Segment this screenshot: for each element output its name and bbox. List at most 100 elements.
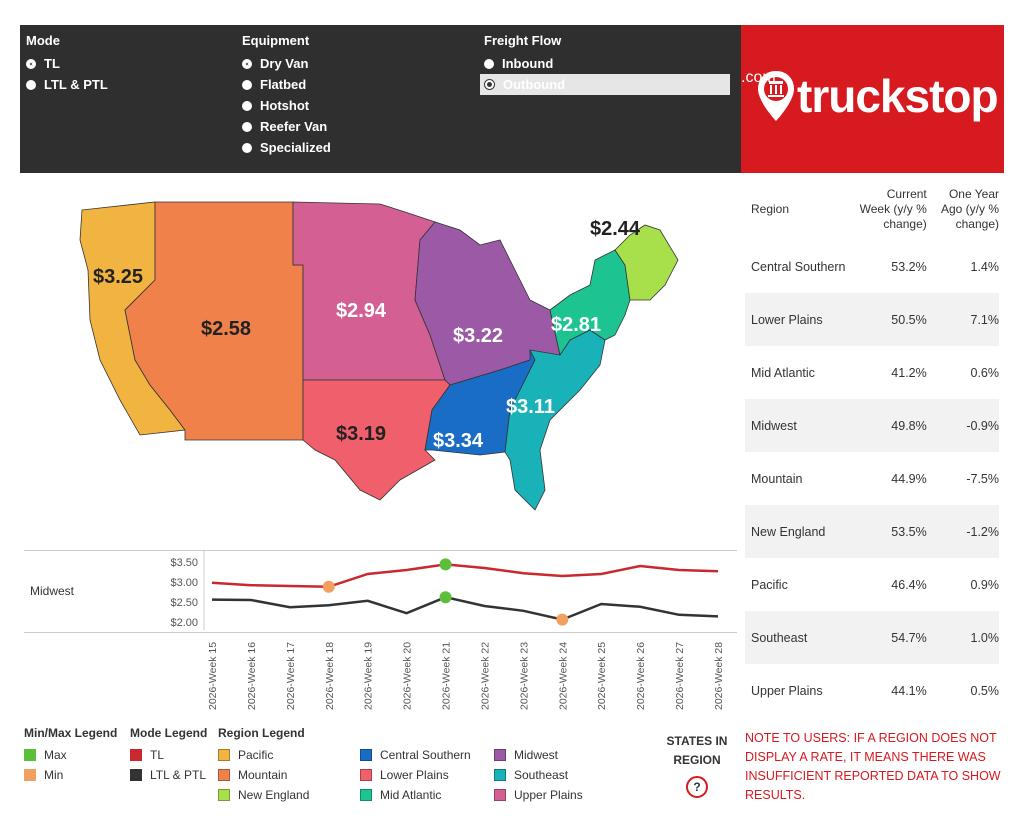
cell-one-year-ago: -1.2%: [966, 524, 999, 539]
trend-chart-frame: [24, 550, 737, 633]
cell-one-year-ago: -0.9%: [966, 418, 999, 433]
table-row[interactable]: Pacific 46.4% 0.9%: [745, 558, 999, 611]
x-tick-label: 2026-Week 25: [596, 642, 608, 710]
cell-region: Lower Plains: [751, 312, 823, 327]
cell-region: Southeast: [751, 630, 808, 645]
cell-region: Pacific: [751, 577, 788, 592]
y-tick-label: $3.50: [170, 557, 198, 569]
region-legend-title: Region Legend: [218, 726, 305, 740]
x-tick-label: 2026-Week 17: [285, 642, 297, 710]
table-row[interactable]: Central Southern 53.2% 1.4%: [745, 240, 999, 293]
cell-current-week: 46.4%: [891, 577, 927, 592]
x-tick-label: 2026-Week 19: [363, 642, 375, 710]
equipment-option-flatbed[interactable]: Flatbed: [242, 74, 331, 95]
series-line-tl[interactable]: [211, 563, 719, 589]
legend-label: New England: [238, 788, 310, 802]
brand-suffix: .com: [741, 69, 776, 86]
rate-label-mid-atlantic: $2.81: [551, 314, 602, 336]
mode-legend: Mode Legend TL LTL & PTL: [130, 726, 207, 785]
help-question-icon[interactable]: ?: [686, 776, 708, 798]
x-tick-label: 2026-Week 16: [246, 642, 258, 710]
cell-region: Midwest: [751, 418, 797, 433]
states-in-region-line1: STATES IN: [666, 734, 728, 748]
x-tick-label: 2026-Week 18: [324, 642, 336, 710]
radio-selected-icon[interactable]: [484, 79, 495, 90]
legend-label: Southeast: [514, 768, 569, 782]
equipment-option-dry-van[interactable]: Dry Van: [242, 53, 331, 74]
radio-selected-icon[interactable]: [26, 58, 36, 69]
cell-current-week: 44.1%: [891, 683, 927, 698]
freight-flow-option-label: Inbound: [502, 56, 554, 71]
legend-label: Lower Plains: [380, 768, 449, 782]
radio-icon[interactable]: [484, 58, 494, 69]
max-point[interactable]: [439, 591, 452, 604]
brand-name: truckstop: [797, 70, 999, 122]
cell-current-week: 49.8%: [891, 418, 927, 433]
equipment-option-specialized[interactable]: Specialized: [242, 137, 331, 158]
legend-item-tl: TL: [130, 745, 207, 765]
cell-region: Mountain: [751, 471, 803, 486]
truckstop-logo[interactable]: truckstop: [755, 69, 999, 123]
freight-flow-option-outbound[interactable]: Outbound: [480, 74, 730, 95]
mode-option-label: LTL & PTL: [44, 77, 108, 92]
table-row[interactable]: Mid Atlantic 41.2% 0.6%: [745, 346, 999, 399]
max-point[interactable]: [439, 558, 452, 571]
radio-icon[interactable]: [26, 79, 36, 90]
rate-label-southeast: $3.11: [506, 396, 555, 418]
legend-item-region: Southeast: [494, 765, 568, 785]
equipment-option-label: Hotshot: [260, 98, 310, 113]
mode-option-tl[interactable]: TL: [26, 53, 108, 74]
freight-flow-filter-title: Freight Flow: [484, 33, 562, 48]
region-new-england[interactable]: [614, 224, 679, 301]
x-tick-label: 2026-Week 27: [674, 642, 686, 710]
equipment-option-label: Specialized: [260, 140, 331, 155]
equipment-filter-title: Equipment: [242, 33, 310, 48]
table-row[interactable]: Mountain 44.9% -7.5%: [745, 452, 999, 505]
table-row[interactable]: Lower Plains 50.5% 7.1%: [745, 293, 999, 346]
radio-icon[interactable]: [242, 142, 252, 153]
region-swatch-icon: [494, 769, 506, 781]
region-mid-atlantic[interactable]: [549, 249, 631, 357]
table-row[interactable]: Upper Plains 44.1% 0.5%: [745, 664, 999, 717]
legend-label: Midwest: [514, 748, 559, 762]
cell-region: Upper Plains: [751, 683, 823, 698]
region-swatch-icon: [494, 749, 506, 761]
radio-icon[interactable]: [242, 121, 252, 132]
rate-label-lower-plains: $3.19: [336, 423, 387, 445]
mode-option-ltl[interactable]: LTL & PTL: [26, 74, 108, 95]
freight-flow-option-inbound[interactable]: Inbound: [484, 53, 730, 74]
ltl-swatch-icon: [130, 769, 142, 781]
region-swatch-icon: [360, 769, 372, 781]
equipment-option-reefer-van[interactable]: Reefer Van: [242, 116, 331, 137]
states-in-region: STATES IN REGION ?: [662, 732, 732, 798]
cell-one-year-ago: 0.9%: [970, 577, 1000, 592]
legend-item-region: Central Southern: [360, 745, 471, 765]
radio-icon[interactable]: [242, 79, 252, 90]
table-row[interactable]: Southeast 54.7% 1.0%: [745, 611, 999, 664]
legend-label: Max: [44, 748, 67, 762]
min-point[interactable]: [322, 580, 335, 593]
table-row[interactable]: New England 53.5% -1.2%: [745, 505, 999, 558]
legend-label: Upper Plains: [514, 788, 583, 802]
legend-item-region: Lower Plains: [360, 765, 449, 785]
radio-icon[interactable]: [242, 100, 252, 111]
y-tick-label: $2.00: [170, 617, 198, 629]
equipment-option-hotshot[interactable]: Hotshot: [242, 95, 331, 116]
mode-option-label: TL: [44, 56, 60, 71]
table-row[interactable]: Midwest 49.8% -0.9%: [745, 399, 999, 452]
x-tick-label: 2026-Week 15: [207, 642, 219, 710]
min-point[interactable]: [556, 613, 569, 626]
column-header-one-year-ago: One Year Ago (y/y % change): [940, 186, 999, 231]
cell-one-year-ago: 1.4%: [970, 259, 1000, 274]
series-line-ltl[interactable]: [211, 595, 719, 621]
legend-item-region: Mid Atlantic: [360, 785, 441, 805]
x-tick-label: 2026-Week 23: [518, 642, 530, 710]
x-tick-label: 2026-Week 24: [557, 642, 569, 710]
mode-legend-title: Mode Legend: [130, 726, 208, 740]
x-tick-label: 2026-Week 26: [635, 642, 647, 710]
radio-selected-icon[interactable]: [242, 58, 252, 69]
minmax-legend-title: Min/Max Legend: [24, 726, 118, 740]
rate-label-mountain: $2.58: [201, 318, 252, 340]
minmax-legend: Min/Max Legend Max Min: [24, 726, 117, 785]
cell-current-week: 53.2%: [891, 259, 927, 274]
